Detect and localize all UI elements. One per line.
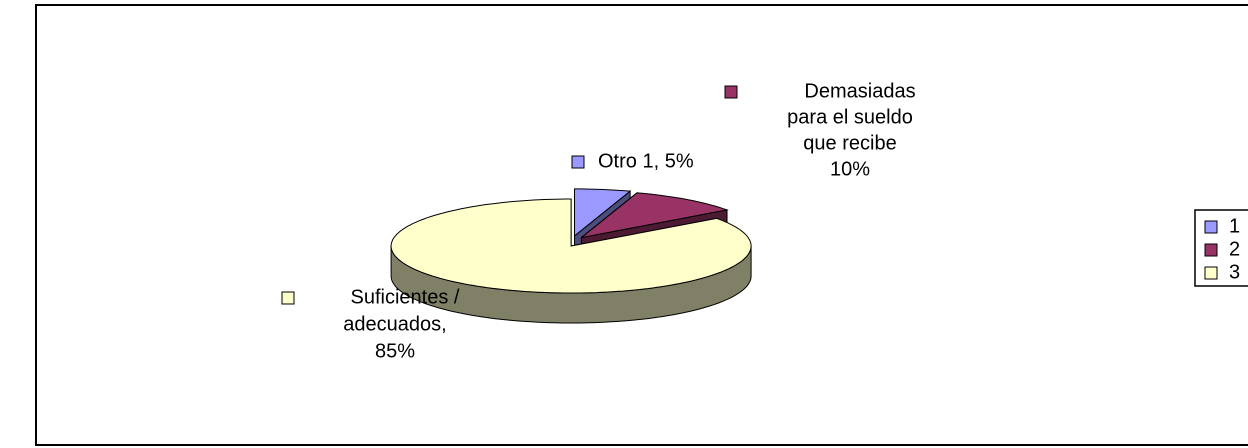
label-key [724,85,738,99]
data-label: 10% [830,158,870,180]
legend-key [1204,266,1218,280]
label-key [281,291,295,305]
data-label: Otro 1, 5% [598,150,694,172]
data-label: adecuados, [343,313,446,335]
slice-top [581,192,729,239]
pie-slice [390,198,752,324]
slice-top [390,198,752,294]
data-label: Demasiadas [804,80,915,102]
label-key [571,155,585,169]
legend-label: 1 [1229,215,1240,237]
legend-key [1204,220,1218,234]
legend-key [1204,243,1218,257]
slice-top [573,188,632,237]
data-label: Suficientes / [351,286,460,308]
data-label: 85% [375,340,415,362]
legend-label: 3 [1229,261,1240,283]
legend-label: 2 [1229,238,1240,260]
data-label: para el sueldo [787,106,913,128]
legend-box [1194,209,1248,287]
data-label: que recibe [803,132,896,154]
